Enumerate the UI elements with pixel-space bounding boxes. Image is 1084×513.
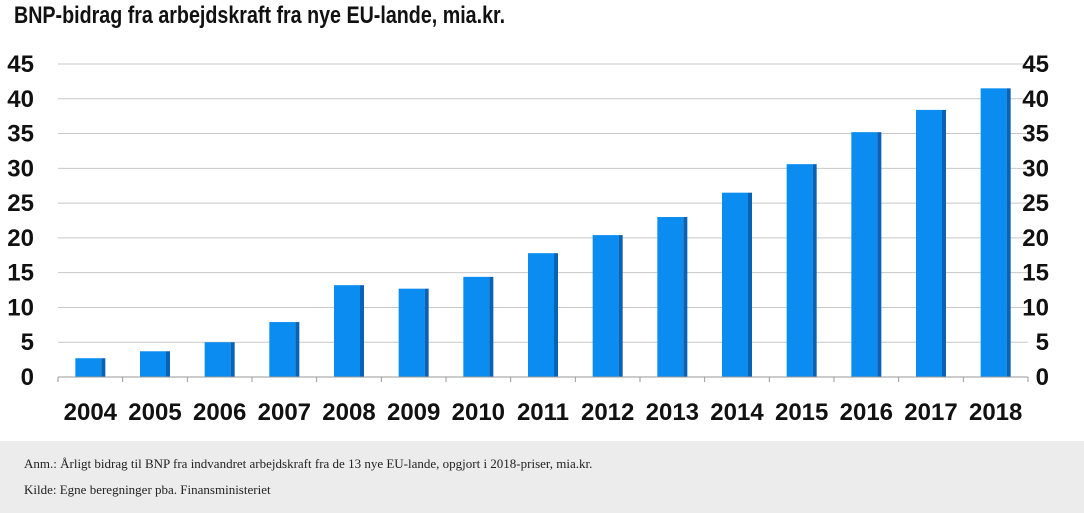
y-tick-label-right: 5: [1036, 329, 1049, 356]
bar-side-2004: [101, 358, 106, 377]
x-tick-label: 2010: [452, 399, 505, 426]
bar-side-2012: [618, 235, 623, 377]
y-tick-label-left: 5: [21, 329, 34, 356]
y-tick-label-left: 0: [21, 364, 34, 391]
bar-side-2008: [360, 285, 364, 377]
bar-2004: [75, 358, 102, 377]
bar-chart: 0 0 5 5 10 10 15 15 20 20 25 25 30 30 35 35 40 40 45 45 2004…: [7, 51, 1049, 426]
y-tick-label-right: 45: [1022, 51, 1049, 78]
x-tick-label: 2012: [581, 399, 634, 426]
x-tick-label: 2004: [64, 399, 118, 426]
x-tick-label: 2007: [258, 399, 311, 426]
y-tick-label-left: 45: [7, 51, 34, 78]
bar-side-2015: [812, 164, 817, 377]
bar-2008: [334, 285, 360, 377]
x-tick-label: 2013: [646, 399, 699, 426]
x-tick-label: 2017: [904, 399, 957, 426]
bar-2006: [204, 342, 231, 377]
axes: [57, 376, 1029, 382]
bar-2009: [398, 288, 425, 377]
bar-side-2018: [1006, 88, 1011, 377]
bar-side-2009: [424, 288, 429, 377]
x-tick-label: 2006: [193, 399, 246, 426]
x-tick-label: 2014: [710, 399, 764, 426]
bar-2014: [722, 192, 748, 377]
y-tick-label-left: 35: [7, 121, 34, 148]
bar-side-2013: [683, 217, 688, 377]
bar-side-2011: [554, 253, 558, 377]
bar-2015: [786, 164, 813, 377]
bar-2005: [140, 351, 166, 377]
bar-2018: [980, 88, 1007, 377]
y-tick-label-right: 40: [1022, 86, 1049, 113]
bar-side-2006: [230, 342, 235, 377]
bar-side-2016: [877, 132, 882, 377]
bar-2007: [269, 322, 296, 377]
y-tick-label-right: 0: [1036, 364, 1049, 391]
bar-side-2005: [166, 351, 170, 377]
y-tick-label-left: 25: [7, 190, 34, 217]
y-tick-label-left: 30: [7, 155, 34, 182]
x-tick-label: 2009: [387, 399, 440, 426]
bar-side-2017: [942, 109, 946, 377]
bar-2017: [916, 109, 942, 377]
y-tick-label-right: 25: [1022, 190, 1049, 217]
x-tick-label: 2015: [775, 399, 828, 426]
gridlines: [58, 63, 1028, 343]
source-note: Kilde: Egne beregninger pba. Finansminis…: [24, 482, 271, 497]
y-tick-label-left: 15: [7, 260, 34, 287]
bar-2011: [528, 253, 554, 377]
bar-2012: [592, 235, 619, 377]
y-tick-label-left: 20: [7, 225, 34, 252]
tick-labels: 0 0 5 5 10 10 15 15 20 20 25 25 30 30 35 35 40 40 45 45 2004…: [7, 51, 1049, 426]
x-tick-label: 2008: [322, 399, 375, 426]
bar-2013: [657, 217, 684, 377]
y-tick-label-right: 35: [1022, 121, 1049, 148]
footnote: Anm.: Årligt bidrag til BNP fra indvandr…: [24, 456, 593, 471]
bar-side-2010: [489, 276, 494, 377]
y-tick-label-left: 10: [7, 294, 34, 321]
bar-2010: [463, 276, 490, 377]
bars: [75, 88, 1011, 377]
bar-side-2007: [295, 322, 300, 377]
y-tick-label-right: 10: [1022, 294, 1049, 321]
x-tick-label: 2016: [840, 399, 893, 426]
y-tick-label-right: 20: [1022, 225, 1049, 252]
bar-2016: [851, 132, 878, 377]
chart-title: BNP-bidrag fra arbejdskraft fra nye EU-l…: [14, 2, 506, 29]
x-tick-label: 2018: [969, 399, 1022, 426]
footer: Anm.: Årligt bidrag til BNP fra indvandr…: [0, 441, 1084, 513]
x-tick-label: 2005: [128, 399, 181, 426]
bar-side-2014: [748, 192, 752, 377]
y-tick-label-right: 15: [1022, 260, 1049, 287]
y-tick-label-right: 30: [1022, 155, 1049, 182]
x-tick-label: 2011: [517, 399, 569, 426]
y-tick-label-left: 40: [7, 86, 34, 113]
